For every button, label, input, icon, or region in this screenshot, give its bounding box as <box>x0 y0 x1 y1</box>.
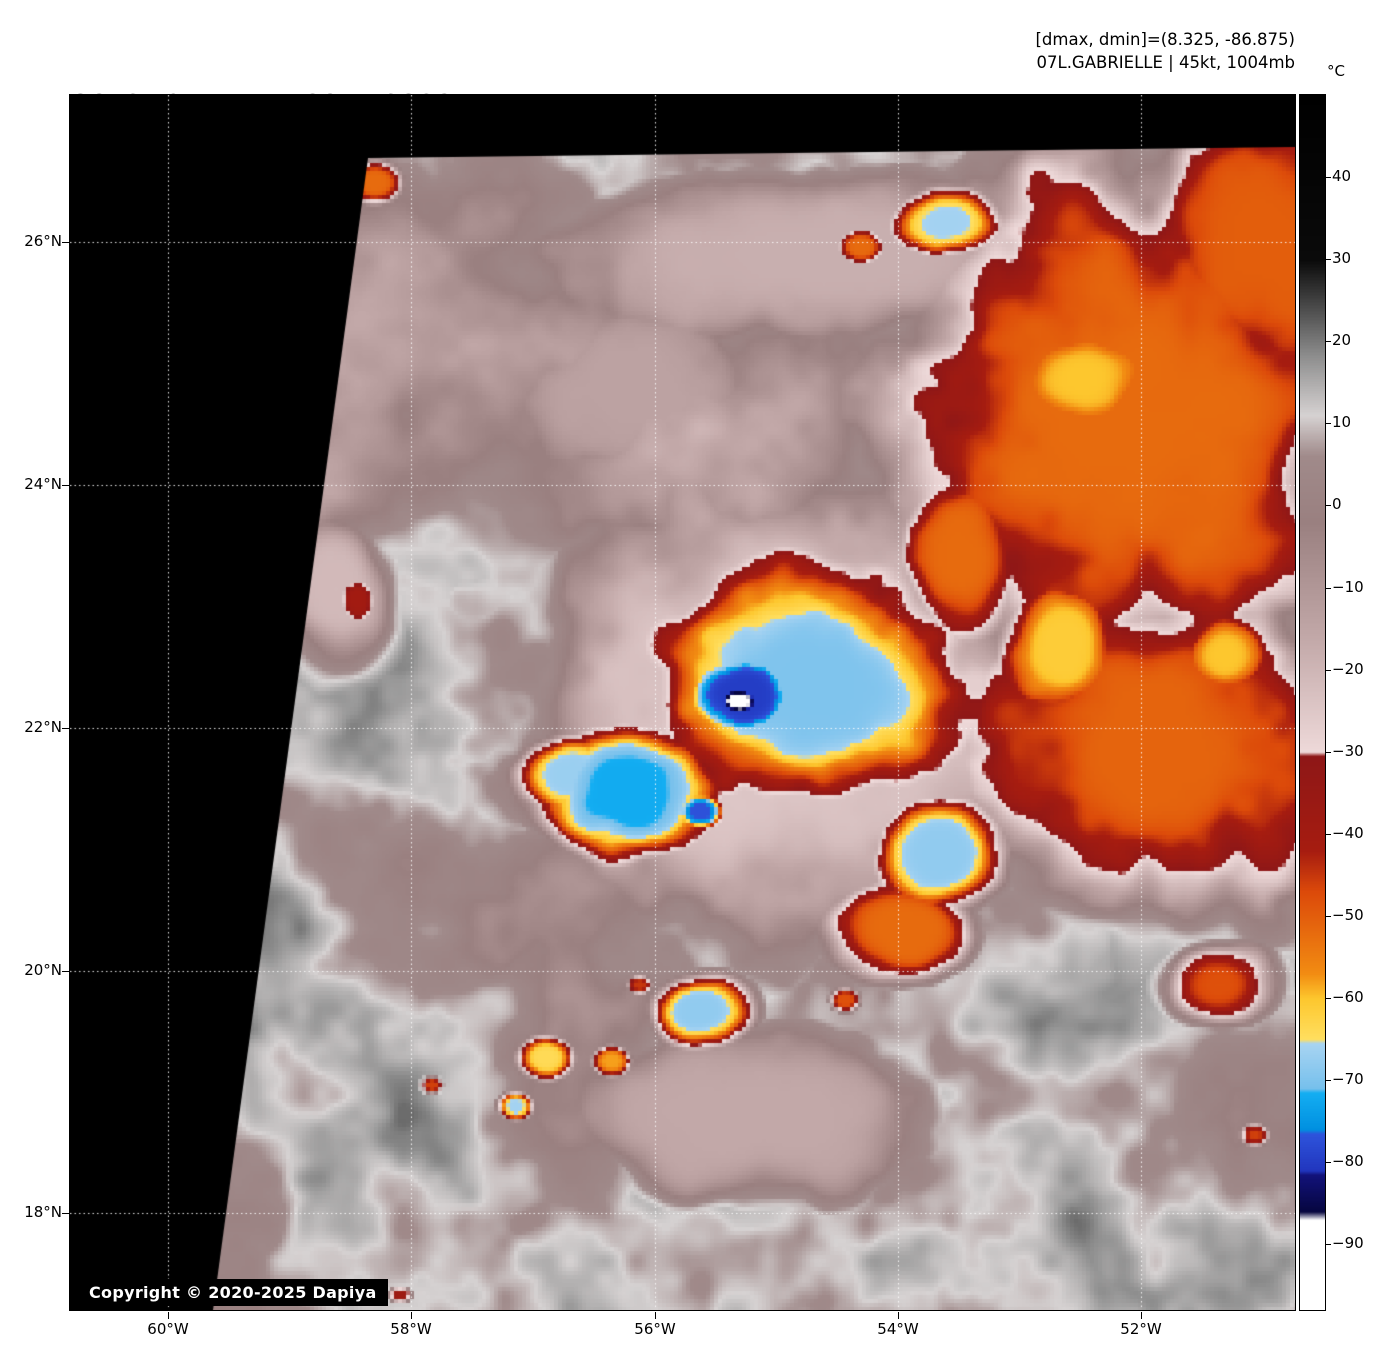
colorbar-tick-label: −90 <box>1332 1234 1364 1253</box>
colorbar-tick-mark <box>1326 998 1331 999</box>
lat-tick-mark <box>62 728 69 729</box>
lat-tick-mark <box>62 242 69 243</box>
lat-tick-mark <box>62 485 69 486</box>
colorbar-tick-mark <box>1326 1162 1331 1163</box>
colorbar-tick-mark <box>1326 670 1331 671</box>
lon-tick-label: 58°W <box>390 1320 432 1338</box>
colorbar-tick-mark <box>1326 752 1331 753</box>
colorbar-unit-label: °C <box>1327 62 1345 80</box>
colorbar-tick-label: −70 <box>1332 1070 1364 1089</box>
lon-tick-mark <box>655 1312 656 1319</box>
colorbar-tick-mark <box>1326 588 1331 589</box>
lon-tick-mark <box>168 1312 169 1319</box>
lat-tick-label: 20°N <box>24 961 62 979</box>
colorbar-tick-mark <box>1326 834 1331 835</box>
lon-tick-mark <box>898 1312 899 1319</box>
colorbar-tick-label: −60 <box>1332 988 1364 1007</box>
colorbar-tick-label: −50 <box>1332 905 1364 924</box>
lon-tick-label: 56°W <box>634 1320 676 1338</box>
colorbar <box>1299 94 1326 1311</box>
lat-tick-label: 26°N <box>24 232 62 250</box>
colorbar-tick-label: 30 <box>1332 249 1352 268</box>
storm-info: 07L.GABRIELLE | 45kt, 1004mb <box>1036 53 1296 72</box>
colorbar-tick-mark <box>1326 259 1331 260</box>
lon-tick-mark <box>1141 1312 1142 1319</box>
colorbar-tick-mark <box>1326 916 1331 917</box>
colorbar-tick-mark <box>1326 505 1331 506</box>
colorbar-tick-mark <box>1326 1080 1331 1081</box>
dmax-dmin-readout: [dmax, dmin]=(8.325, -86.875) <box>1035 30 1296 49</box>
lat-tick-label: 18°N <box>24 1203 62 1221</box>
lat-tick-mark <box>62 971 69 972</box>
lon-tick-label: 54°W <box>877 1320 919 1338</box>
colorbar-tick-label: 40 <box>1332 167 1352 186</box>
colorbar-tick-mark <box>1326 177 1331 178</box>
lat-tick-label: 24°N <box>24 475 62 493</box>
colorbar-tick-label: 0 <box>1332 495 1342 514</box>
lon-tick-label: 60°W <box>147 1320 189 1338</box>
colorbar-tick-label: −80 <box>1332 1152 1364 1171</box>
colorbar-tick-label: 20 <box>1332 331 1352 350</box>
colorbar-tick-label: −20 <box>1332 659 1364 678</box>
colorbar-tick-mark <box>1326 1244 1331 1245</box>
colorbar-tick-label: −30 <box>1332 741 1364 760</box>
lon-tick-mark <box>411 1312 412 1319</box>
colorbar-tick-label: −40 <box>1332 823 1364 842</box>
colorbar-tick-mark <box>1326 341 1331 342</box>
colorbar-tick-label: −10 <box>1332 577 1364 596</box>
colorbar-tick-label: 10 <box>1332 413 1352 432</box>
satellite-ir-image <box>70 95 1295 1310</box>
lat-tick-mark <box>62 1213 69 1214</box>
lon-tick-label: 52°W <box>1120 1320 1162 1338</box>
info-block: [dmax, dmin]=(8.325, -86.875) 07L.GABRIE… <box>1036 28 1296 74</box>
colorbar-tick-mark <box>1326 423 1331 424</box>
lat-tick-label: 22°N <box>24 718 62 736</box>
satellite-map-frame: Copyright © 2020-2025 Dapiya <box>69 94 1296 1311</box>
copyright-badge: Copyright © 2020-2025 Dapiya <box>78 1279 388 1306</box>
